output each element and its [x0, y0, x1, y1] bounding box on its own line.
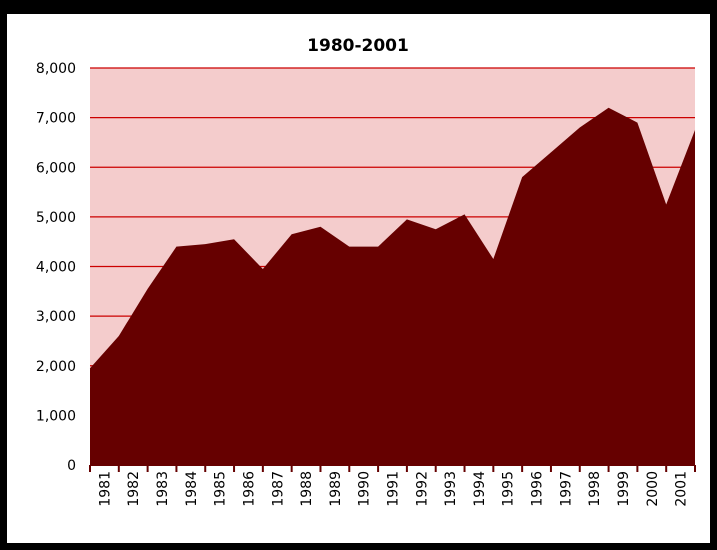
x-tick-label: 1981	[97, 471, 113, 507]
area-chart: 1980-2001 0 1,000 2,000 3,000 4,000 5,000 6,00…	[36, 36, 696, 507]
y-tick-label: 2,000	[36, 359, 76, 375]
x-tick-label: 1993	[443, 471, 459, 507]
x-tick-label: 2001	[674, 471, 690, 507]
y-axis-tick-labels: 0 1,000 2,000 3,000 4,000 5,000 6,000 7,000 8,00…	[36, 61, 76, 474]
x-tick-label: 1984	[184, 471, 200, 507]
y-tick-label: 1,000	[36, 408, 76, 424]
y-tick-label: 3,000	[36, 309, 76, 325]
x-tick-label: 1999	[616, 471, 632, 507]
x-tick-label: 1982	[126, 471, 142, 507]
y-tick-label: 8,000	[36, 61, 76, 77]
y-tick-label: 4,000	[36, 260, 76, 276]
x-tick-label: 1985	[213, 471, 229, 507]
x-tick-label: 1992	[414, 471, 430, 507]
axes	[89, 464, 696, 472]
x-tick-label: 1995	[501, 471, 517, 507]
area-series	[90, 107, 695, 465]
x-tick-label: 2000	[645, 471, 661, 507]
y-tick-label: 0	[67, 458, 76, 474]
x-tick-label: 1996	[530, 471, 546, 507]
x-tick-label: 1986	[241, 471, 257, 507]
x-tick-label: 1988	[299, 471, 315, 507]
x-tick-label: 1994	[472, 471, 488, 507]
x-tick-label: 1991	[386, 471, 402, 507]
y-tick-label: 7,000	[36, 111, 76, 127]
x-axis-tick-labels: 1981 1982 1983 1984 1985 1986 1987 1988 1989 1990…	[97, 471, 689, 507]
x-tick-label: 1997	[558, 471, 574, 507]
x-tick-label: 1990	[357, 471, 373, 507]
x-tick-label: 1989	[328, 471, 344, 507]
y-tick-label: 5,000	[36, 210, 76, 226]
data-points	[89, 107, 696, 369]
chart-frame: 1980-2001 0 1,000 2,000 3,000 4,000 5,000 6,00…	[7, 14, 710, 543]
y-tick-label: 6,000	[36, 160, 76, 176]
x-tick-label: 1998	[587, 471, 603, 507]
x-tick-label: 1983	[155, 471, 171, 507]
chart-title: 1980-2001	[307, 36, 409, 56]
x-tick-label: 1987	[270, 471, 286, 507]
